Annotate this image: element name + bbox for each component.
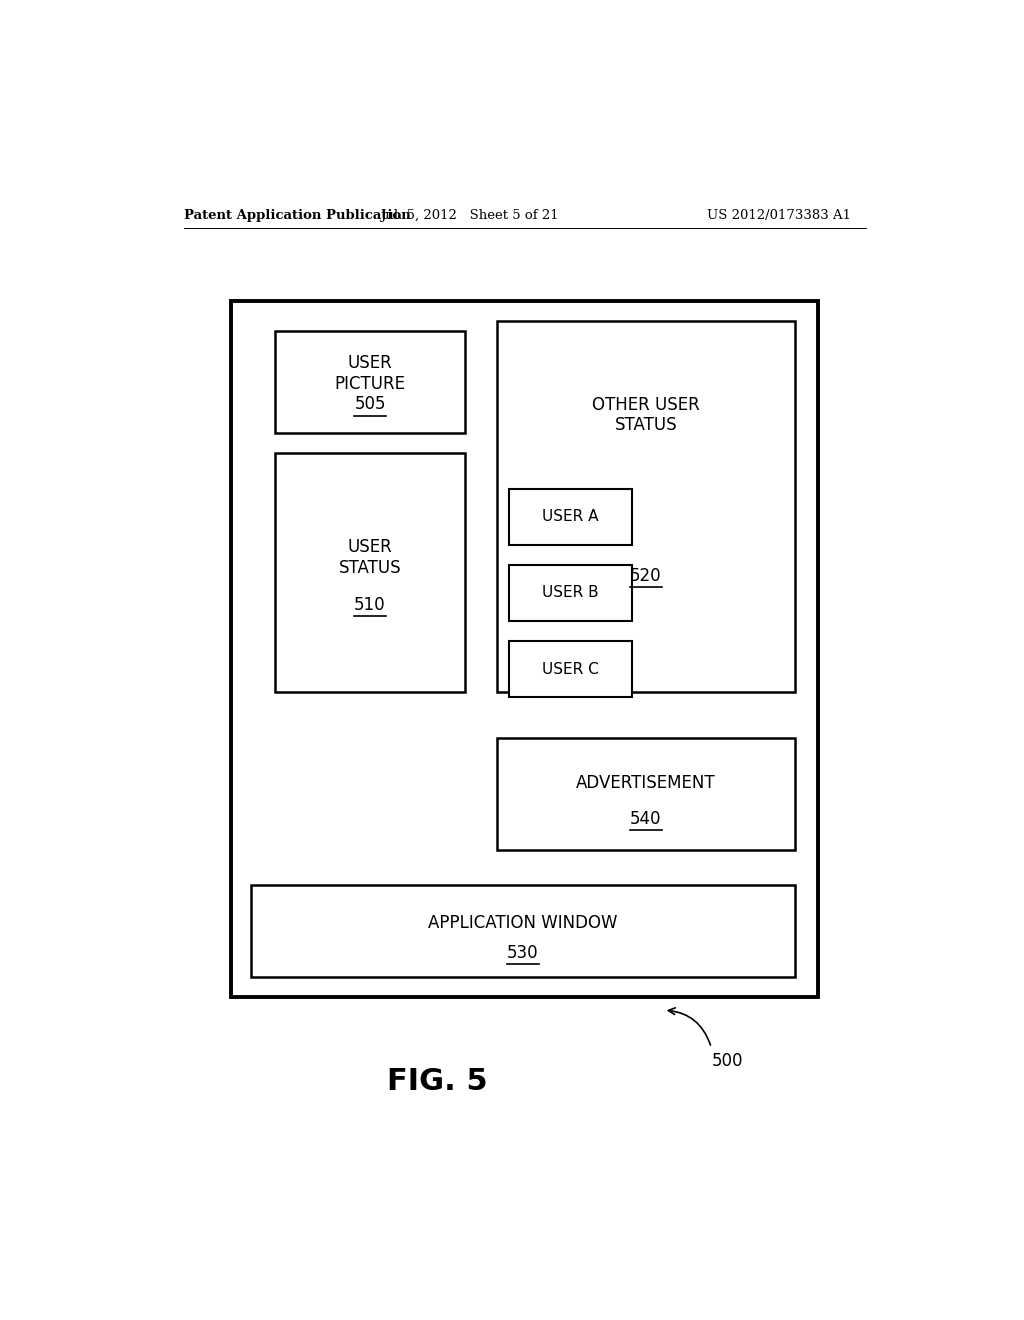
Text: ADVERTISEMENT: ADVERTISEMENT xyxy=(577,775,716,792)
FancyArrowPatch shape xyxy=(669,1008,711,1045)
Bar xyxy=(231,301,818,997)
Text: USER C: USER C xyxy=(542,661,599,677)
Bar xyxy=(274,453,465,692)
Text: USER B: USER B xyxy=(542,585,599,601)
Text: USER
PICTURE: USER PICTURE xyxy=(335,355,406,393)
Text: 540: 540 xyxy=(630,810,662,828)
Text: USER A: USER A xyxy=(542,510,599,524)
Text: OTHER USER
STATUS: OTHER USER STATUS xyxy=(592,396,699,434)
Bar xyxy=(251,886,795,977)
Text: Jul. 5, 2012   Sheet 5 of 21: Jul. 5, 2012 Sheet 5 of 21 xyxy=(380,209,558,222)
Text: 510: 510 xyxy=(354,597,386,614)
Bar xyxy=(509,565,632,620)
Text: 505: 505 xyxy=(354,396,386,413)
Text: FIG. 5: FIG. 5 xyxy=(387,1067,487,1096)
Bar xyxy=(274,331,465,433)
Text: 520: 520 xyxy=(630,566,662,585)
Bar xyxy=(509,488,632,545)
Text: USER
STATUS: USER STATUS xyxy=(339,539,401,577)
Text: US 2012/0173383 A1: US 2012/0173383 A1 xyxy=(707,209,851,222)
Text: 530: 530 xyxy=(507,944,539,962)
Text: APPLICATION WINDOW: APPLICATION WINDOW xyxy=(428,913,617,932)
Bar xyxy=(497,321,795,692)
Text: 500: 500 xyxy=(712,1052,743,1071)
Bar xyxy=(497,738,795,850)
Text: Patent Application Publication: Patent Application Publication xyxy=(183,209,411,222)
Bar xyxy=(509,642,632,697)
